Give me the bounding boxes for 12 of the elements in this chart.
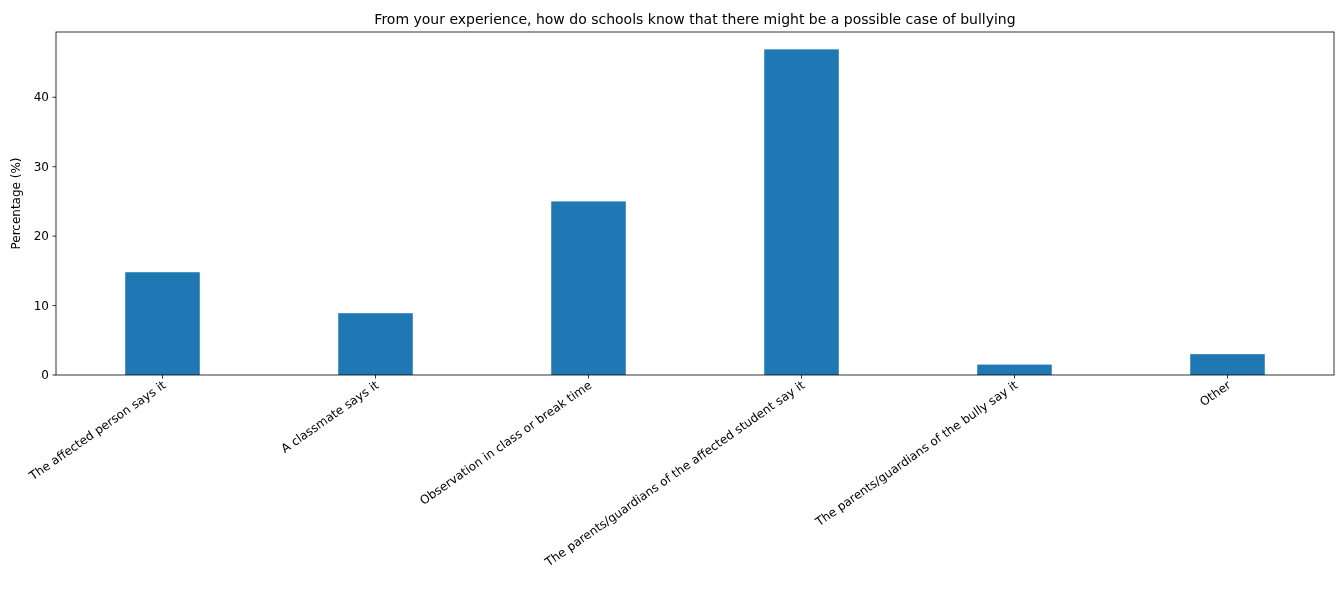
y-tick-label: 10	[33, 298, 49, 313]
bar	[764, 49, 839, 375]
y-axis-title: Percentage (%)	[9, 157, 23, 250]
chart-title: From your experience, how do schools know that there might be a possible case of bullying	[374, 11, 1016, 27]
bar	[125, 272, 200, 375]
bar	[338, 313, 413, 375]
y-tick-label: 40	[33, 90, 49, 105]
y-tick-label: 20	[33, 229, 49, 244]
bar	[551, 201, 626, 375]
y-tick-label: 0	[41, 368, 49, 383]
bar	[1190, 354, 1265, 375]
y-tick-label: 30	[33, 159, 49, 174]
